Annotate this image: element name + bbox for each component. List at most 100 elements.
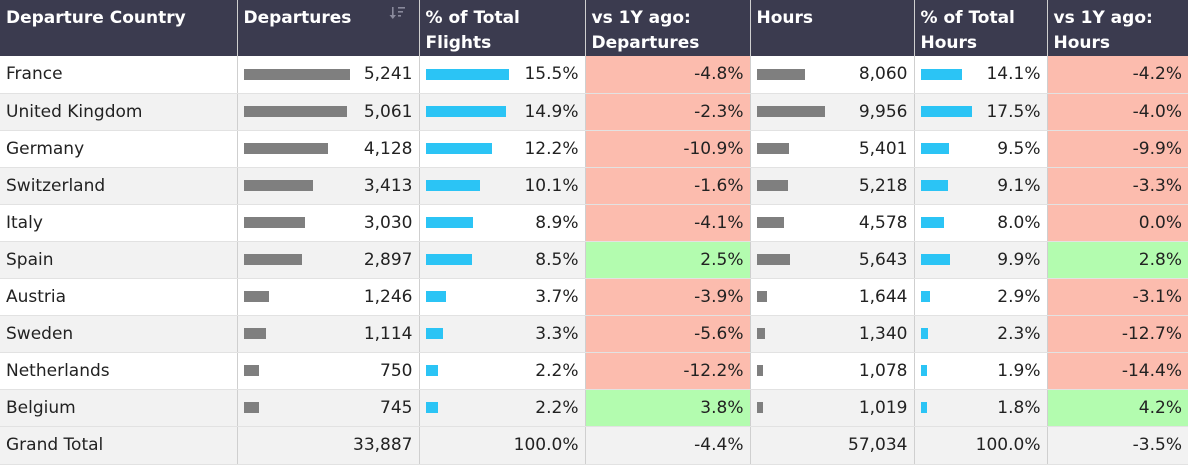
pct-hours-cell-bar: [920, 180, 948, 191]
hours-cell: 1,019: [750, 389, 915, 427]
pct-flights-cell: 12.2%: [419, 130, 586, 168]
departures-cell-bar: [243, 365, 259, 376]
pct-hours-cell: 9.1%: [914, 167, 1048, 205]
header-vs-1y-departures[interactable]: vs 1Y ago: Departures: [585, 0, 751, 56]
pct-hours-cell-bar: [920, 106, 972, 117]
table-row[interactable]: Switzerland 3,413 10.1% -1.6% 5,218 9.1% -3.3%: [0, 167, 1188, 205]
table-row[interactable]: Austria 1,246 3.7% -3.9% 1,644 2.9% -3.1%: [0, 278, 1188, 316]
table-row[interactable]: Germany 4,128 12.2% -10.9% 5,401 9.5% -9.9%: [0, 130, 1188, 168]
pct-flights-cell: 8.5%: [419, 241, 586, 279]
pct-hours-cell: 9.5%: [914, 130, 1048, 168]
grand-total-hours: 57,034: [750, 425, 915, 465]
country-cell: Switzerland: [0, 167, 238, 205]
hours-cell: 8,060: [750, 56, 915, 94]
pct-flights-cell: 14.9%: [419, 93, 586, 131]
header-row: Departure Country Departures % of Total …: [0, 0, 1188, 56]
pct-hours-cell-value: 9.9%: [997, 249, 1041, 270]
departures-cell-bar: [243, 180, 313, 191]
grand-total-label: Grand Total: [0, 425, 238, 465]
table-row[interactable]: Italy 3,030 8.9% -4.1% 4,578 8.0% 0.0%: [0, 204, 1188, 242]
pct-hours-cell-bar: [920, 143, 949, 154]
departures-cell-value: 3,413: [363, 175, 413, 196]
vs-hours-cell: 4.2%: [1047, 389, 1188, 427]
pct-hours-cell: 17.5%: [914, 93, 1048, 131]
pct-hours-cell-value: 8.0%: [997, 212, 1041, 233]
pct-flights-cell-value: 8.9%: [535, 212, 579, 233]
header-departures[interactable]: Departures: [237, 0, 420, 56]
pct-hours-cell: 2.3%: [914, 315, 1048, 353]
pct-flights-cell: 10.1%: [419, 167, 586, 205]
vs-departures-cell: -2.3%: [585, 93, 751, 131]
country-cell: Belgium: [0, 389, 238, 427]
table-row[interactable]: United Kingdom 5,061 14.9% -2.3% 9,956 17.5% -…: [0, 93, 1188, 131]
vs-departures-cell: -10.9%: [585, 130, 751, 168]
hours-cell-value: 8,060: [858, 64, 908, 85]
vs-hours-cell: -14.4%: [1047, 352, 1188, 390]
header-pct-total-flights[interactable]: % of Total Flights: [419, 0, 586, 56]
hours-cell: 1,078: [750, 352, 915, 390]
departures-cell-bar: [243, 217, 305, 228]
grand-total-vs-departures: -4.4%: [585, 425, 751, 465]
hours-cell-bar: [756, 143, 789, 154]
departures-cell-value: 1,114: [363, 323, 413, 344]
table-row[interactable]: Belgium 745 2.2% 3.8% 1,019 1.8% 4.2%: [0, 389, 1188, 427]
hours-cell-bar: [756, 68, 805, 80]
pct-hours-cell-value: 14.1%: [986, 64, 1041, 85]
departures-cell: 5,241: [237, 56, 420, 94]
departures-cell-bar: [243, 291, 269, 302]
pct-hours-cell-bar: [920, 254, 950, 265]
departures-cell-value: 5,241: [363, 64, 413, 85]
departures-cell: 1,246: [237, 278, 420, 316]
pct-flights-cell-bar: [425, 68, 509, 80]
departures-cell: 3,413: [237, 167, 420, 205]
pct-hours-cell-bar: [920, 328, 928, 339]
vs-hours-cell: -4.0%: [1047, 93, 1188, 131]
pct-flights-cell-value: 2.2%: [535, 397, 579, 418]
hours-cell: 1,340: [750, 315, 915, 353]
table-row[interactable]: Spain 2,897 8.5% 2.5% 5,643 9.9% 2.8%: [0, 241, 1188, 279]
vs-hours-cell: 0.0%: [1047, 204, 1188, 242]
header-vs-1y-hours[interactable]: vs 1Y ago: Hours: [1047, 0, 1188, 56]
departures-cell: 745: [237, 389, 420, 427]
pct-hours-cell: 1.9%: [914, 352, 1048, 390]
vs-hours-cell: -4.2%: [1047, 56, 1188, 94]
hours-cell-bar: [756, 254, 790, 265]
pct-hours-cell-bar: [920, 291, 930, 302]
departures-cell-value: 750: [380, 360, 413, 381]
country-cell: Netherlands: [0, 352, 238, 390]
header-pct-total-hours[interactable]: % of Total Hours: [914, 0, 1048, 56]
pct-hours-cell-value: 2.9%: [997, 286, 1041, 307]
vs-departures-cell: -5.6%: [585, 315, 751, 353]
departures-cell-bar: [243, 328, 266, 339]
country-cell: Sweden: [0, 315, 238, 353]
hours-cell-bar: [756, 217, 784, 228]
hours-cell-value: 1,340: [858, 323, 908, 344]
table-row[interactable]: Sweden 1,114 3.3% -5.6% 1,340 2.3% -12.7%: [0, 315, 1188, 353]
hours-cell-value: 1,644: [858, 286, 908, 307]
departures-cell: 1,114: [237, 315, 420, 353]
departures-cell-value: 5,061: [363, 101, 413, 122]
departures-cell: 2,897: [237, 241, 420, 279]
departures-cell-value: 4,128: [363, 138, 413, 159]
country-cell: Germany: [0, 130, 238, 168]
pct-flights-cell: 15.5%: [419, 56, 586, 94]
header-hours[interactable]: Hours: [750, 0, 915, 56]
pct-flights-cell: 8.9%: [419, 204, 586, 242]
departures-cell: 5,061: [237, 93, 420, 131]
grand-total-departures: 33,887: [237, 425, 420, 465]
sort-icon[interactable]: [389, 6, 405, 20]
pct-flights-cell-bar: [425, 328, 443, 339]
hours-cell-bar: [756, 291, 767, 302]
table-row[interactable]: Netherlands 750 2.2% -12.2% 1,078 1.9% -14.4%: [0, 352, 1188, 390]
pct-hours-cell-bar: [920, 365, 927, 376]
departures-cell-bar: [243, 254, 302, 265]
pct-flights-cell-bar: [425, 180, 480, 191]
departures-cell-value: 1,246: [363, 286, 413, 307]
departures-cell-value: 745: [380, 397, 413, 418]
table-row[interactable]: France 5,241 15.5% -4.8% 8,060 14.1% -4.2%: [0, 56, 1188, 94]
grand-total-row: Grand Total 33,887 100.0% -4.4% 57,034 1…: [0, 425, 1188, 465]
pct-flights-cell-value: 14.9%: [524, 101, 579, 122]
header-departure-country[interactable]: Departure Country: [0, 0, 238, 56]
hours-cell-value: 1,019: [858, 397, 908, 418]
